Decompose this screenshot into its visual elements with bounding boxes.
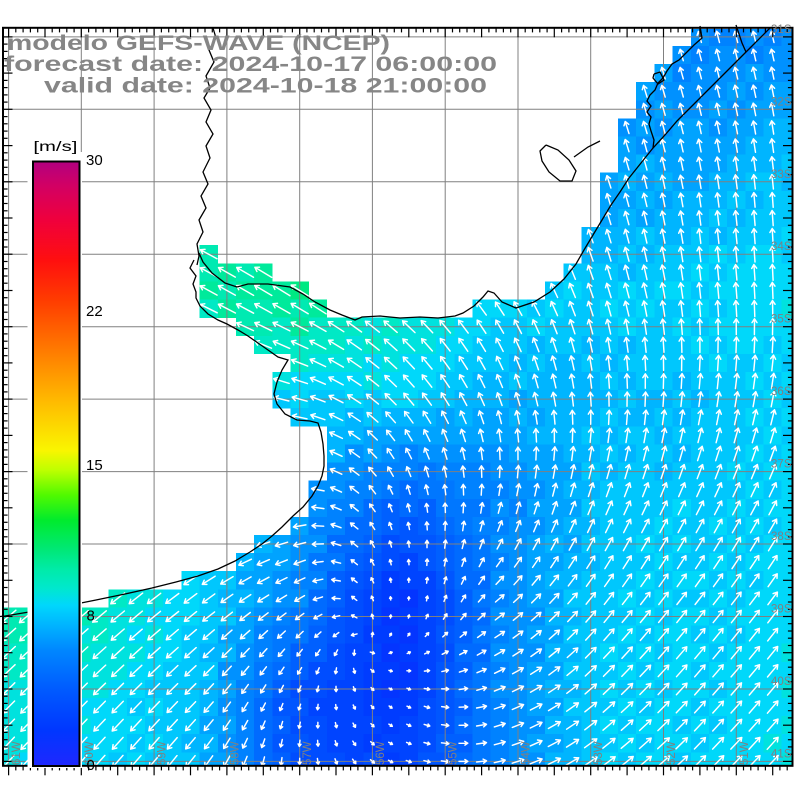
svg-text:53W: 53W [593,741,605,765]
svg-text:35S: 35S [771,314,792,326]
svg-text:52W: 52W [666,741,678,765]
svg-text:modelo GEFS-WAVE (NCEP): modelo GEFS-WAVE (NCEP) [7,31,390,55]
svg-text:37S: 37S [771,459,792,471]
svg-text:54W: 54W [521,741,533,765]
svg-text:0: 0 [87,757,95,774]
svg-text:39S: 39S [771,604,792,616]
svg-text:8: 8 [87,608,95,625]
svg-text:15: 15 [86,457,103,474]
svg-text:51W: 51W [739,741,751,765]
svg-text:59W: 59W [157,741,169,765]
svg-text:valid date: 2024-10-18 21:00:0: valid date: 2024-10-18 21:00:00 [44,74,487,98]
svg-text:41S: 41S [771,748,792,760]
svg-text:58W: 58W [229,741,241,765]
svg-text:61W: 61W [11,741,23,765]
svg-text:22: 22 [86,303,103,320]
svg-text:60W: 60W [84,741,96,765]
svg-text:31S: 31S [771,24,792,36]
svg-text:33S: 33S [771,169,792,181]
svg-text:40S: 40S [771,676,792,688]
svg-text:38S: 38S [771,531,792,543]
svg-text:forecast date: 2024-10-17 06:0: forecast date: 2024-10-17 06:00:00 [4,52,497,76]
svg-text:55W: 55W [448,741,460,765]
svg-text:56W: 56W [375,741,387,765]
svg-text:[m/s]: [m/s] [33,138,77,154]
svg-text:32S: 32S [771,96,792,108]
svg-text:30: 30 [86,152,103,169]
svg-text:57W: 57W [302,741,314,765]
svg-text:36S: 36S [771,386,792,398]
svg-text:34S: 34S [771,241,792,253]
